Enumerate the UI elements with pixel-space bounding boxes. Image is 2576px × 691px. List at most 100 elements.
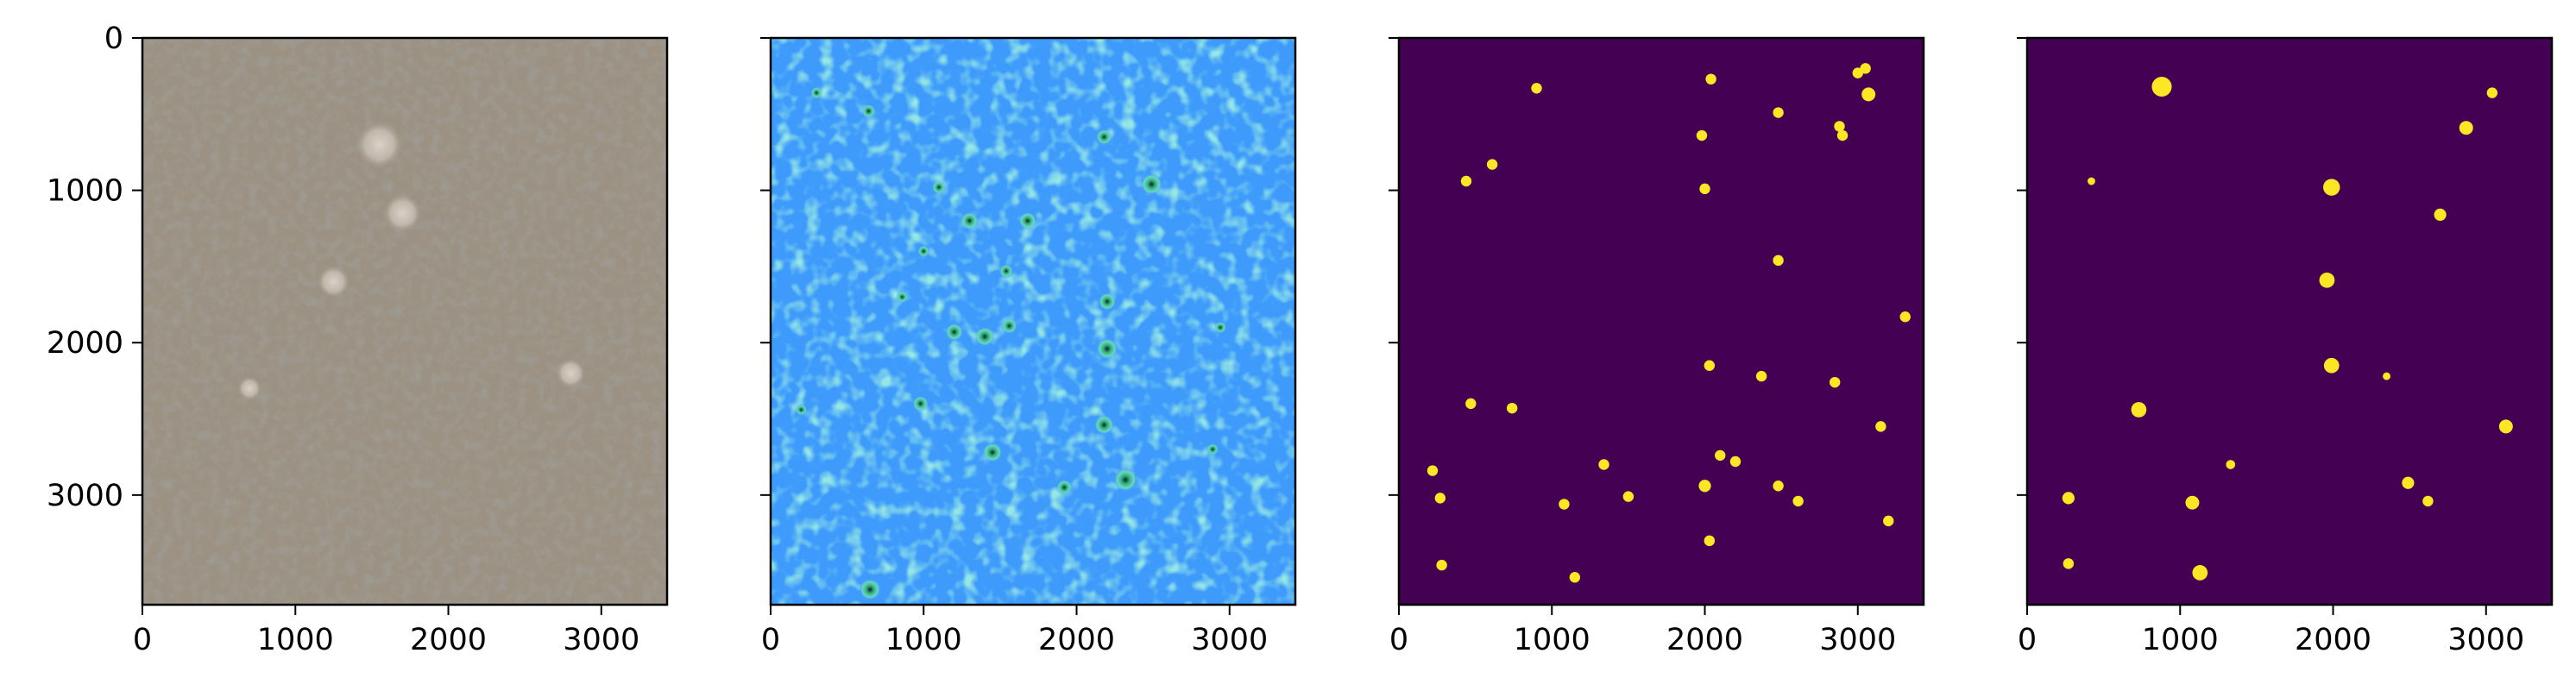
density-texture bbox=[771, 38, 1295, 605]
mask-blob bbox=[1773, 481, 1784, 492]
x-tick-label: 1000 bbox=[885, 623, 962, 657]
mask-blob bbox=[1834, 121, 1845, 132]
density-hotspot bbox=[931, 180, 947, 195]
density-hotspot bbox=[1206, 443, 1219, 455]
mask-blob bbox=[1434, 493, 1446, 504]
density-hotspot bbox=[945, 323, 964, 342]
density-hotspot bbox=[1001, 317, 1017, 335]
mask-background bbox=[1399, 38, 1924, 605]
mask-blob bbox=[1773, 107, 1784, 118]
vegetation-texture bbox=[142, 38, 667, 605]
density-hotspot bbox=[896, 291, 909, 304]
mask-blob bbox=[2319, 272, 2335, 288]
x-tick-label: 3000 bbox=[2447, 623, 2524, 657]
mask-blob bbox=[2322, 179, 2340, 196]
mask-blob bbox=[1704, 535, 1716, 547]
density-hotspot bbox=[1018, 211, 1037, 230]
mask-blob bbox=[1773, 254, 1784, 267]
image-area bbox=[142, 38, 667, 605]
y-tick-label: 2000 bbox=[47, 326, 123, 361]
axes-frame bbox=[141, 36, 669, 606]
mask-blob bbox=[2151, 76, 2172, 97]
mask-blob bbox=[1875, 421, 1886, 432]
y-tick-label: 1000 bbox=[47, 174, 123, 209]
mask-blob bbox=[2063, 558, 2075, 569]
density-hotspot bbox=[1140, 173, 1163, 196]
panel-1: 0 1000 2000 3000 0 1000 2000 3000 bbox=[47, 22, 669, 657]
mask-blob bbox=[2434, 208, 2447, 221]
y-tick-label: 3000 bbox=[47, 479, 123, 513]
density-hotspot bbox=[1098, 292, 1117, 311]
mask-blob bbox=[1696, 129, 1708, 141]
x-tick-label: 2000 bbox=[1666, 623, 1743, 657]
mask-blob bbox=[2459, 121, 2473, 135]
x-tick-label: 2000 bbox=[410, 623, 487, 657]
mask-blob bbox=[1883, 515, 1894, 527]
density-hotspot bbox=[859, 578, 881, 601]
density-hotspot bbox=[861, 104, 876, 118]
mask-blob bbox=[2185, 495, 2200, 510]
x-tick-label: 3000 bbox=[563, 623, 639, 657]
mask-blob bbox=[1569, 572, 1581, 583]
mask-blob bbox=[1829, 376, 1841, 388]
mask-blob bbox=[2323, 357, 2340, 374]
mask-blob bbox=[1715, 449, 1726, 462]
x-tick-label: 3000 bbox=[1191, 623, 1268, 657]
x-tick-label: 1000 bbox=[257, 623, 334, 657]
density-hotspot bbox=[810, 86, 823, 99]
axes-frame bbox=[1397, 36, 1925, 606]
mask-blob bbox=[1860, 63, 1871, 74]
mask-blob bbox=[2422, 495, 2434, 507]
x-tick-label: 0 bbox=[761, 623, 780, 657]
density-hotspot bbox=[1096, 129, 1112, 146]
bare-soil-patch bbox=[236, 376, 262, 401]
x-tick-label: 1000 bbox=[2142, 623, 2219, 657]
mask-blob bbox=[1755, 370, 1767, 382]
density-hotspot bbox=[1056, 479, 1073, 496]
mask-blob bbox=[2498, 419, 2513, 434]
mask-background bbox=[2027, 38, 2552, 605]
mask-blob bbox=[1729, 455, 1741, 468]
mask-blob bbox=[2131, 402, 2147, 418]
y-tick-label: 0 bbox=[104, 22, 123, 56]
density-hotspot bbox=[1096, 337, 1118, 360]
density-hotspot bbox=[912, 395, 929, 412]
mask-blob bbox=[1436, 559, 1447, 571]
panel-4: 0 1000 2000 3000 bbox=[2017, 36, 2554, 657]
mask-blob bbox=[1698, 480, 1711, 493]
image-area bbox=[1399, 38, 1924, 605]
mask-blob bbox=[2192, 565, 2208, 581]
density-hotspot bbox=[917, 245, 930, 258]
mask-blob bbox=[2088, 177, 2095, 185]
x-tick-label: 2000 bbox=[2295, 623, 2371, 657]
density-hotspot bbox=[974, 326, 995, 347]
axes-frame bbox=[769, 36, 1297, 606]
mask-blob bbox=[1836, 129, 1849, 141]
density-hotspot bbox=[1093, 415, 1114, 436]
mask-blob bbox=[1704, 360, 1716, 371]
mask-blob bbox=[1559, 499, 1570, 510]
mask-blob bbox=[1861, 87, 1876, 102]
bare-soil-patch bbox=[317, 265, 351, 299]
mask-blob bbox=[1705, 73, 1716, 85]
bare-soil-patch bbox=[555, 357, 587, 389]
x-tick-label: 1000 bbox=[1514, 623, 1590, 657]
mask-blob bbox=[1598, 459, 1609, 470]
density-hotspot bbox=[960, 211, 979, 230]
bare-soil-patch bbox=[382, 193, 423, 234]
mask-blob bbox=[1427, 465, 1439, 476]
mask-blob bbox=[1531, 83, 1542, 94]
panel-3: 0 1000 2000 3000 bbox=[1389, 36, 1925, 657]
density-hotspot bbox=[982, 442, 1003, 462]
density-hotspot bbox=[1214, 321, 1227, 334]
mask-blob bbox=[2486, 87, 2498, 98]
image-area bbox=[2027, 38, 2552, 605]
mask-blob bbox=[2402, 476, 2415, 489]
x-tick-label: 3000 bbox=[1819, 623, 1896, 657]
mask-blob bbox=[1460, 175, 1472, 187]
bare-soil-patch bbox=[355, 120, 405, 169]
mask-blob bbox=[1622, 491, 1634, 502]
mask-blob bbox=[2383, 372, 2390, 380]
mask-blob bbox=[2226, 460, 2236, 469]
